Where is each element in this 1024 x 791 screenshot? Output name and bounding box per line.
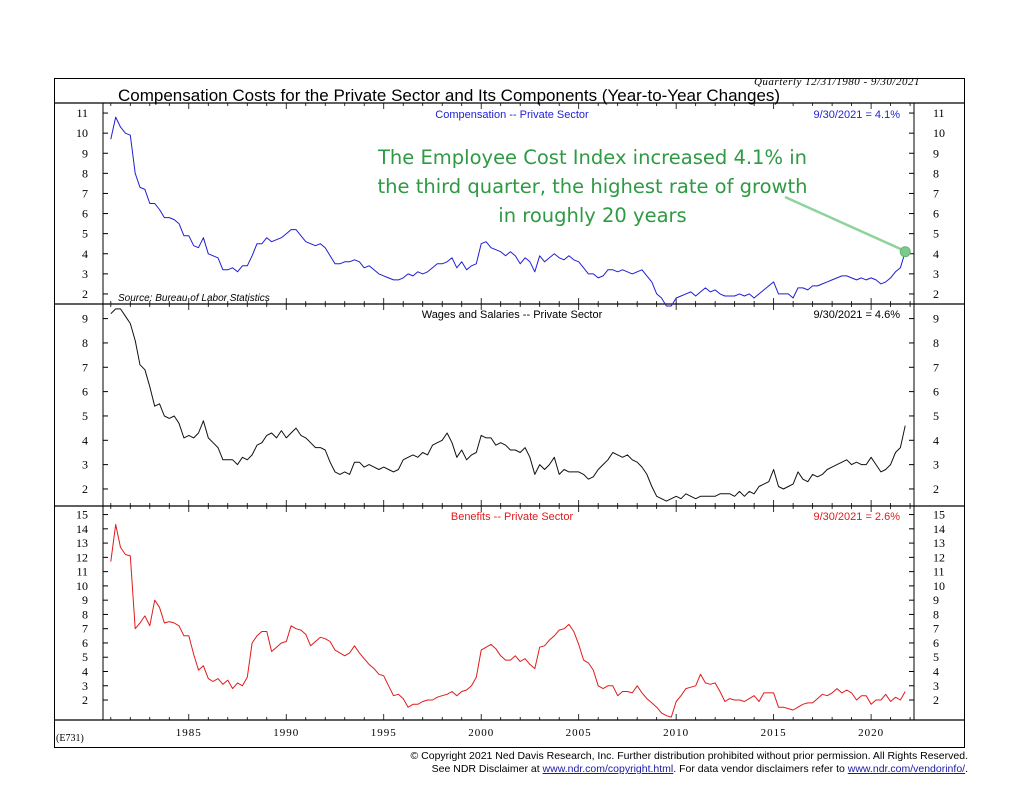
footer-text-2: . For data vendor disclaimers refer to — [673, 763, 848, 775]
y-tick-label-left: 12 — [76, 550, 88, 564]
panel-title: Benefits -- Private Sector — [451, 511, 574, 523]
series-line-2 — [110, 524, 906, 718]
annotation-text: The Employee Cost Index increased 4.1% i… — [377, 146, 808, 227]
y-tick-label-left: 4 — [82, 433, 88, 447]
y-tick-label-left: 6 — [82, 385, 88, 399]
y-tick-label-right: 14 — [933, 522, 945, 536]
y-tick-label-right: 3 — [933, 679, 939, 693]
y-tick-label-right: 6 — [933, 636, 939, 650]
y-tick-label-right: 7 — [933, 360, 939, 374]
y-tick-label-left: 3 — [82, 679, 88, 693]
y-tick-label-right: 8 — [933, 166, 939, 180]
y-tick-label-left: 11 — [76, 565, 88, 579]
x-tick-label: 1990 — [273, 727, 299, 739]
y-tick-label-right: 9 — [933, 146, 939, 160]
footer-text-3: . — [965, 763, 968, 775]
y-tick-label-left: 6 — [82, 207, 88, 221]
y-tick-label-right: 4 — [933, 433, 939, 447]
y-tick-label-right: 9 — [933, 312, 939, 326]
y-tick-label-left: 2 — [82, 287, 88, 301]
chart-frame — [54, 78, 965, 748]
y-tick-label-left: 5 — [82, 409, 88, 423]
y-tick-label-right: 6 — [933, 207, 939, 221]
chart-code: (E731) — [56, 733, 84, 744]
y-tick-label-right: 2 — [933, 287, 939, 301]
annotation-arrow — [784, 195, 903, 251]
y-tick-label-right: 5 — [933, 227, 939, 241]
y-tick-label-right: 5 — [933, 409, 939, 423]
y-tick-label-left: 9 — [82, 146, 88, 160]
y-tick-label-left: 10 — [76, 579, 88, 593]
y-tick-label-left: 10 — [76, 126, 88, 140]
x-tick-label: 1985 — [176, 727, 202, 739]
y-tick-label-right: 2 — [933, 693, 939, 707]
y-tick-label-left: 6 — [82, 636, 88, 650]
footer: © Copyright 2021 Ned Davis Research, Inc… — [411, 750, 969, 776]
y-tick-label-left: 4 — [82, 247, 88, 261]
chart-title: Compensation Costs for the Private Secto… — [118, 86, 781, 105]
y-tick-label-left: 9 — [82, 312, 88, 326]
y-tick-label-right: 10 — [933, 579, 945, 593]
y-tick-label-left: 2 — [82, 693, 88, 707]
y-tick-label-right: 7 — [933, 186, 939, 200]
footer-disclaimer: See NDR Disclaimer at www.ndr.com/copyri… — [411, 763, 968, 776]
copyright-link[interactable]: www.ndr.com/copyright.html — [542, 763, 674, 775]
latest-value-label: 9/30/2021 = 4.1% — [813, 109, 900, 121]
y-tick-label-right: 8 — [933, 607, 939, 621]
y-tick-label-left: 5 — [82, 227, 88, 241]
y-tick-label-right: 11 — [933, 106, 945, 120]
y-tick-label-left: 11 — [76, 106, 88, 120]
panel-title: Wages and Salaries -- Private Sector — [422, 309, 603, 321]
y-tick-label-left: 4 — [82, 664, 88, 678]
y-tick-label-left: 7 — [82, 186, 88, 200]
y-tick-label-left: 8 — [82, 607, 88, 621]
y-tick-label-right: 9 — [933, 593, 939, 607]
y-tick-label-right: 2 — [933, 482, 939, 496]
y-tick-label-left: 7 — [82, 622, 88, 636]
x-tick-label: 2005 — [566, 727, 592, 739]
series-line-1 — [110, 308, 906, 502]
footer-text-1: See NDR Disclaimer at — [431, 763, 543, 775]
y-tick-label-left: 3 — [82, 267, 88, 281]
y-tick-label-left: 3 — [82, 458, 88, 472]
x-tick-label: 2010 — [663, 727, 689, 739]
annotation-marker — [899, 246, 911, 258]
y-tick-label-right: 12 — [933, 550, 945, 564]
vendorinfo-link[interactable]: www.ndr.com/vendorinfo/ — [847, 763, 966, 775]
y-tick-label-left: 8 — [82, 336, 88, 350]
x-tick-label: 2015 — [761, 727, 787, 739]
y-tick-label-right: 4 — [933, 664, 939, 678]
x-tick-label: 1995 — [371, 727, 397, 739]
y-tick-label-right: 10 — [933, 126, 945, 140]
panel-title: Compensation -- Private Sector — [435, 109, 589, 121]
series-line-0 — [110, 116, 906, 307]
y-tick-label-left: 5 — [82, 650, 88, 664]
y-tick-label-right: 3 — [933, 267, 939, 281]
y-tick-label-left: 9 — [82, 593, 88, 607]
y-tick-label-left: 15 — [76, 508, 88, 522]
y-tick-label-right: 5 — [933, 650, 939, 664]
x-tick-label: 2000 — [468, 727, 494, 739]
source-note: Source: Bureau of Labor Statistics — [118, 293, 270, 304]
y-tick-label-left: 2 — [82, 482, 88, 496]
y-tick-label-right: 11 — [933, 565, 945, 579]
y-tick-label-right: 4 — [933, 247, 939, 261]
y-tick-label-right: 3 — [933, 458, 939, 472]
y-tick-label-right: 8 — [933, 336, 939, 350]
y-tick-label-left: 7 — [82, 360, 88, 374]
latest-value-label: 9/30/2021 = 2.6% — [813, 511, 900, 523]
y-tick-label-right: 13 — [933, 536, 945, 550]
y-tick-label-left: 14 — [76, 522, 88, 536]
x-tick-label: 2020 — [858, 727, 884, 739]
chart-subtitle: Quarterly 12/31/1980 - 9/30/2021 — [753, 76, 920, 88]
y-tick-label-right: 6 — [933, 385, 939, 399]
y-tick-label-left: 13 — [76, 536, 88, 550]
y-tick-label-right: 15 — [933, 508, 945, 522]
y-tick-label-left: 8 — [82, 166, 88, 180]
latest-value-label: 9/30/2021 = 4.6% — [813, 309, 900, 321]
footer-copyright: © Copyright 2021 Ned Davis Research, Inc… — [410, 750, 969, 762]
y-tick-label-right: 7 — [933, 622, 939, 636]
